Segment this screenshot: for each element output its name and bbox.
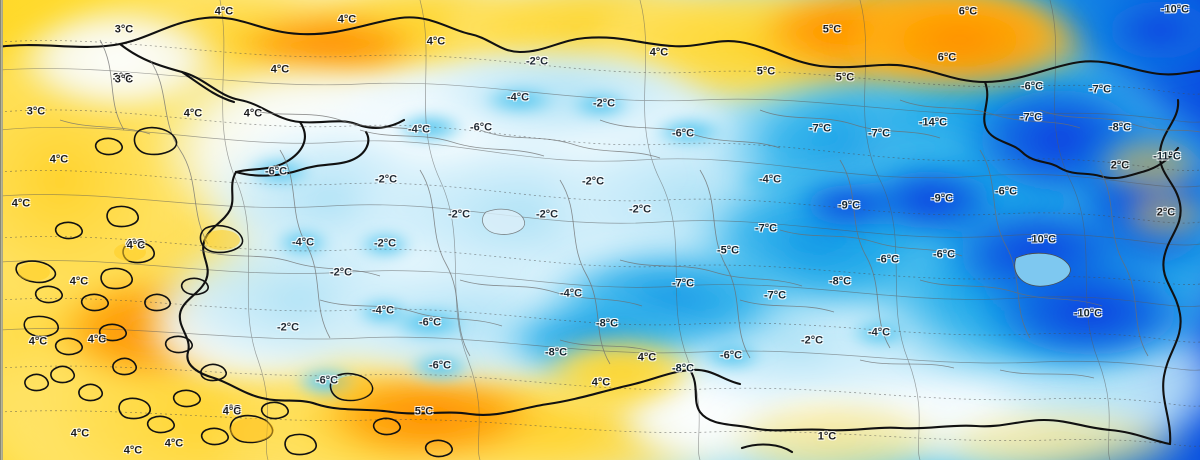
- map-frame-left-edge: [0, 0, 3, 460]
